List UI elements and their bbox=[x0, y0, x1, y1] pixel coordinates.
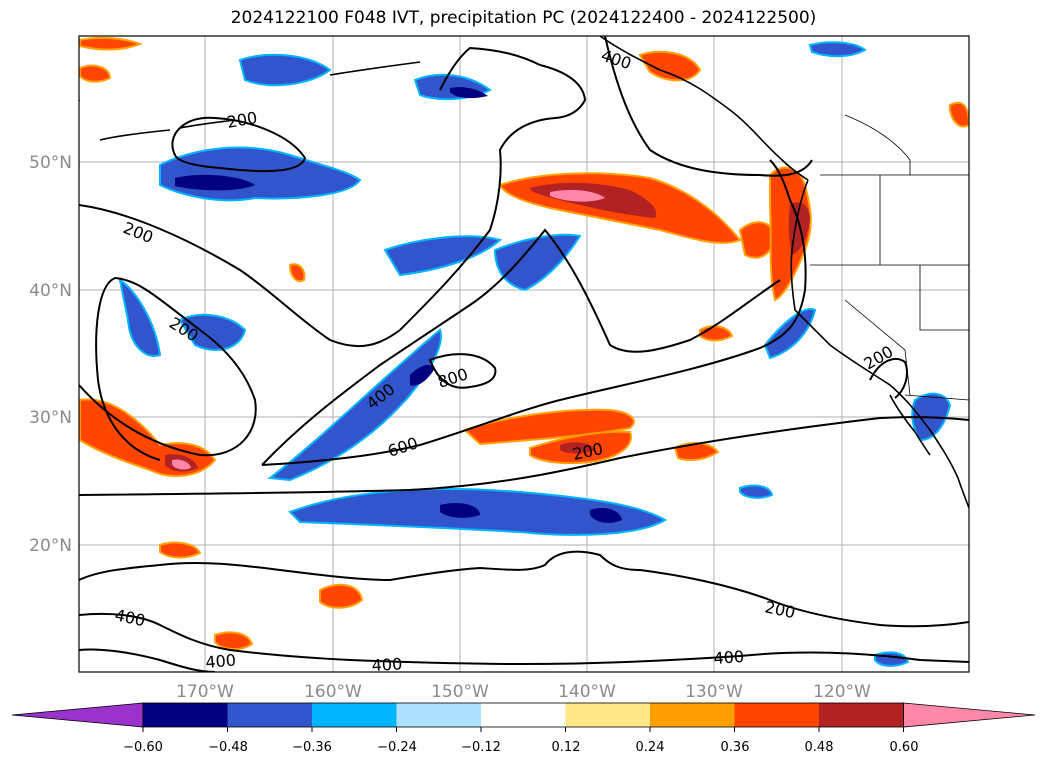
lat-label: 50°N bbox=[29, 153, 72, 173]
neg-patch bbox=[383, 235, 503, 277]
ivt-contour-line bbox=[261, 159, 807, 466]
colorbar-cell bbox=[565, 703, 651, 727]
colorbar-cells bbox=[11, 702, 1036, 728]
contour-label: 400 bbox=[371, 654, 402, 675]
colorbar-extend-low bbox=[11, 702, 144, 728]
neg-core bbox=[175, 174, 255, 191]
colorbar-tick-label: 0.36 bbox=[721, 740, 750, 755]
neg-core bbox=[590, 508, 622, 523]
neg-patch bbox=[267, 328, 442, 482]
ivt-contour-line bbox=[171, 116, 307, 173]
ivt-contour-line bbox=[604, 36, 813, 177]
map-title: 2024122100 F048 IVT, precipitation PC (2… bbox=[230, 8, 817, 28]
lon-label: 140°W bbox=[558, 682, 616, 702]
pos-patch bbox=[79, 36, 143, 51]
lon-label: 120°W bbox=[813, 682, 871, 702]
colorbar: −0.60 −0.48 −0.36 −0.24 −0.12 0.12 0.24 … bbox=[11, 702, 1036, 755]
pos-patch bbox=[673, 442, 720, 461]
contour-label: 400 bbox=[205, 650, 237, 672]
ivt-contour-line bbox=[79, 612, 969, 666]
neg-patch bbox=[808, 41, 867, 58]
neg-patch bbox=[238, 53, 332, 87]
colorbar-cell bbox=[143, 703, 228, 727]
colorbar-tick-label: 0.24 bbox=[636, 740, 665, 755]
lon-label: 150°W bbox=[431, 682, 489, 702]
pos-core bbox=[788, 202, 810, 255]
ivt-contour-line bbox=[869, 358, 908, 399]
map-panel: 200 200 200 400 400 800 600 200 200 200 … bbox=[79, 36, 969, 675]
pos-patch bbox=[288, 263, 306, 282]
lon-label: 170°W bbox=[176, 682, 234, 702]
colorbar-extend-high bbox=[903, 702, 1036, 728]
colorbar-tick-label: 0.48 bbox=[805, 740, 834, 755]
map-frame bbox=[78, 35, 970, 673]
colorbar-tick-label: 0.60 bbox=[890, 740, 919, 755]
colorbar-cell bbox=[312, 703, 397, 727]
neg-core bbox=[410, 364, 435, 386]
lat-label: 30°N bbox=[29, 408, 72, 428]
ivt-contour-line bbox=[79, 46, 541, 101]
pos-core bbox=[560, 442, 595, 454]
ivt-contour-line bbox=[79, 204, 401, 348]
pos-patch bbox=[214, 631, 254, 650]
pos-patch bbox=[638, 50, 702, 82]
longitude-labels: 170°W 160°W 150°W 140°W 130°W 120°W bbox=[176, 682, 871, 702]
ivt-contour-line bbox=[428, 353, 497, 389]
pos-patch bbox=[463, 408, 635, 446]
colorbar-tick-label: −0.36 bbox=[292, 740, 332, 755]
colorbar-cell bbox=[396, 703, 482, 727]
neg-patch bbox=[118, 277, 162, 357]
colorbar-cell bbox=[650, 703, 735, 727]
colorbar-cell bbox=[481, 703, 566, 727]
political-borders bbox=[810, 114, 969, 401]
ivt-contour-line bbox=[79, 276, 257, 461]
neg-patch bbox=[178, 313, 247, 351]
contour-label: 400 bbox=[713, 647, 745, 668]
lat-label: 40°N bbox=[29, 281, 72, 301]
pos-patch bbox=[79, 64, 112, 83]
colorbar-cell bbox=[734, 703, 820, 727]
ivt-contour-line bbox=[399, 64, 587, 331]
colorbar-cell bbox=[819, 703, 904, 727]
lat-label: 20°N bbox=[29, 536, 72, 556]
lon-label: 160°W bbox=[304, 682, 362, 702]
neg-core bbox=[440, 503, 480, 518]
colorbar-ticks bbox=[142, 727, 904, 732]
negative-precip-shading bbox=[118, 41, 952, 667]
colorbar-tick-label: −0.24 bbox=[377, 740, 417, 755]
colorbar-tick-label: 0.12 bbox=[552, 740, 581, 755]
colorbar-cell bbox=[227, 703, 313, 727]
latitude-labels: 50°N 40°N 30°N 20°N bbox=[29, 153, 72, 556]
pos-peak bbox=[172, 459, 191, 470]
neg-core bbox=[450, 87, 488, 99]
neg-patch bbox=[739, 484, 774, 499]
ivt-contour-line bbox=[79, 648, 216, 672]
colorbar-tick-label: −0.48 bbox=[208, 740, 248, 755]
ivt-contour-line bbox=[79, 550, 969, 628]
ivt-contours bbox=[79, 36, 969, 672]
ivt-contour-line bbox=[79, 416, 969, 496]
lon-label: 130°W bbox=[685, 682, 743, 702]
pos-patch bbox=[159, 541, 202, 559]
pos-peak bbox=[550, 190, 605, 202]
colorbar-tick-label: −0.12 bbox=[461, 740, 501, 755]
neg-patch bbox=[874, 651, 910, 667]
pos-patch bbox=[319, 583, 364, 609]
ivt-contour-line bbox=[261, 228, 781, 466]
neg-patch bbox=[763, 308, 817, 360]
colorbar-frame bbox=[142, 702, 904, 728]
colorbar-tick-labels: −0.60 −0.48 −0.36 −0.24 −0.12 0.12 0.24 … bbox=[123, 740, 918, 755]
colorbar-tick-label: −0.60 bbox=[123, 740, 163, 755]
coastlines bbox=[99, 36, 969, 509]
